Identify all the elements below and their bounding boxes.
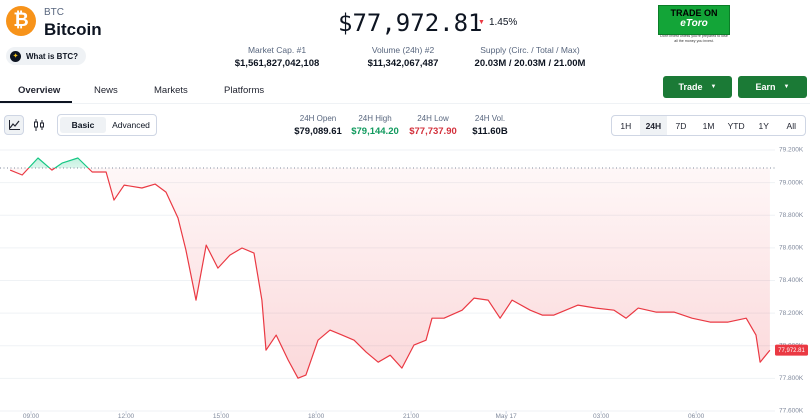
y-tick-label: 77.800K <box>779 375 804 382</box>
coin-name: Bitcoin <box>44 20 102 39</box>
x-tick-label: May 17 <box>495 413 517 420</box>
candle-chart-toggle[interactable] <box>28 115 50 135</box>
change-value: 1.45% <box>488 17 518 28</box>
price-change: ▼ 1.45% <box>478 17 517 28</box>
price: $77,972.81 <box>338 9 483 37</box>
ad-disclaimer: Don't invest unless you're prepared to l… <box>660 34 728 43</box>
button-label: Earn <box>755 82 776 92</box>
range-option[interactable]: 1H <box>620 120 632 131</box>
summary-label: 24H High <box>358 114 392 123</box>
coin-logo: ₿ <box>6 6 36 36</box>
about-label: What is BTC? <box>26 51 78 61</box>
x-tick-label: 06:00 <box>688 413 705 420</box>
tab[interactable]: Platforms <box>224 85 265 96</box>
range-option[interactable]: All <box>786 120 796 131</box>
y-tick-label: 78.800K <box>779 212 804 219</box>
ad-line2: eToro <box>680 18 708 29</box>
down-arrow: ▼ <box>478 19 485 26</box>
ad-banner[interactable]: TRADE ON eToro <box>658 5 730 35</box>
mode-option[interactable]: Basic <box>60 117 106 133</box>
x-tick-label: 18:00 <box>308 413 325 420</box>
mode-option[interactable]: Advanced <box>112 120 150 130</box>
stat-label: Market Cap. #1 <box>247 45 307 55</box>
tab[interactable]: Overview <box>18 85 61 96</box>
y-tick-label: 79.000K <box>779 179 804 186</box>
range-selector: 1H 24H 7D 1M YTD 1Y All <box>611 115 806 136</box>
stat-label: Volume (24h) #2 <box>371 45 435 55</box>
area-fill <box>10 158 770 379</box>
price-tag-label: 77,972.81 <box>778 348 805 354</box>
earn-button[interactable]: Earn ▼ <box>738 76 807 98</box>
y-tick-label: 78.200K <box>779 310 804 317</box>
y-tick-label: 78.400K <box>779 277 804 284</box>
x-tick-label: 09:00 <box>23 413 40 420</box>
x-tick-label: 03:00 <box>593 413 610 420</box>
y-tick-label: 77.600K <box>779 408 804 415</box>
mode-toggle: Basic Advanced <box>57 114 157 136</box>
stat-value: $11,342,067,487 <box>367 58 439 69</box>
price-tag <box>775 344 808 356</box>
ad-line1: TRADE ON <box>670 8 718 18</box>
summary-value: $77,737.90 <box>409 126 457 137</box>
price-line <box>9 157 771 379</box>
caret: ▼ <box>783 84 790 90</box>
stat-label: Supply (Circ. / Total / Max) <box>480 45 580 55</box>
range-option[interactable]: 7D <box>675 120 687 131</box>
divider <box>0 103 810 104</box>
line-chart-toggle[interactable] <box>4 115 24 135</box>
summary-label: 24H Vol. <box>474 114 506 123</box>
summary-value: $79,144.20 <box>351 126 399 137</box>
tab[interactable]: Markets <box>154 85 188 96</box>
x-tick-label: 15:00 <box>213 413 230 420</box>
summary-value: $11.60B <box>472 126 508 137</box>
tab[interactable]: News <box>94 85 118 96</box>
summary-label: 24H Low <box>417 114 449 123</box>
caret: ▼ <box>710 84 717 90</box>
candle-icon <box>34 119 44 131</box>
y-tick-label: 79.200K <box>779 147 804 154</box>
button-label: Trade <box>678 82 703 92</box>
line-icon <box>8 120 20 130</box>
range-option[interactable]: 1Y <box>758 120 769 131</box>
y-tick-label: 78.600K <box>779 245 804 252</box>
x-tick-label: 12:00 <box>118 413 135 420</box>
range-option[interactable]: 24H <box>639 116 668 135</box>
range-option[interactable]: YTD <box>727 120 745 131</box>
x-tick-label: 21:00 <box>403 413 420 420</box>
coin-symbol: BTC <box>44 7 64 18</box>
trade-button[interactable]: Trade ▼ <box>663 76 732 98</box>
about-icon: ✦ <box>10 50 21 62</box>
stat-value: $1,561,827,042,108 <box>234 58 320 69</box>
stat-value: 20.03M / 20.03M / 21.00M <box>474 58 586 69</box>
active-tab-indicator <box>0 101 72 103</box>
summary-value: $79,089.61 <box>294 126 342 137</box>
summary-label: 24H Open <box>299 114 337 123</box>
about-button[interactable]: ✦ What is BTC? <box>6 47 86 65</box>
range-option[interactable]: 1M <box>702 120 715 131</box>
